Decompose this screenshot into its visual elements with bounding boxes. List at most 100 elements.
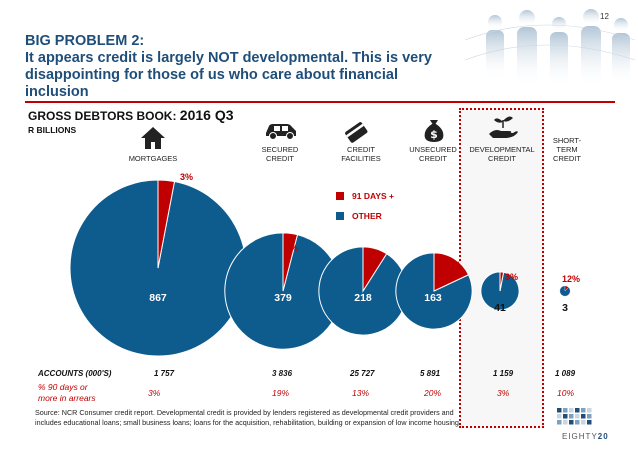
eighty20-logo-text: EIGHTY20 — [562, 432, 609, 441]
arrears-value: 3% — [148, 388, 161, 398]
category-label-line: SHORT- — [552, 136, 582, 145]
source-note: Source: NCR Consumer credit report. Deve… — [35, 408, 505, 428]
logo-square — [575, 414, 580, 419]
page-number: 12 — [600, 12, 609, 21]
category-label-line: TERM — [556, 145, 578, 154]
category-label-credit-facilities: CREDIT FACILITIES — [323, 145, 399, 163]
logo-square — [563, 420, 568, 425]
legend-label-other: OTHER — [352, 211, 382, 221]
arrears-pct-label: 12% — [562, 274, 581, 284]
arrears-value: 10% — [557, 388, 575, 398]
logo-square — [587, 408, 592, 413]
logo-square — [557, 420, 562, 425]
money-bag-icon: $ — [424, 120, 444, 142]
category-label-line: FACILITIES — [341, 154, 381, 163]
title-line-4: inclusion — [25, 84, 89, 100]
pie-slice-arrears — [362, 246, 388, 293]
logo-square — [587, 420, 592, 425]
category-label-line: CREDIT — [488, 154, 516, 163]
logo-square — [587, 414, 592, 419]
house-icon — [141, 127, 165, 149]
source-line: includes educational loans; small busine… — [35, 418, 459, 427]
logo-square — [575, 408, 580, 413]
logo-word: EIGHTY — [562, 432, 598, 441]
pie-slice-arrears — [433, 252, 470, 292]
arrears-row-label: % 90 days or more in arrears — [38, 382, 96, 404]
title-divider — [25, 101, 615, 103]
slide-title: BIG PROBLEM 2: It appears credit is larg… — [25, 33, 465, 101]
arrears-pct-label: 4% — [285, 243, 299, 253]
pie-total-label: 163 — [424, 292, 442, 304]
logo-square — [581, 420, 586, 425]
unit-label: R BILLIONS — [28, 125, 77, 135]
accounts-value: 1 159 — [493, 369, 514, 378]
pie-slice-arrears — [157, 179, 176, 269]
arrears-value: 20% — [424, 388, 442, 398]
category-label-line: MORTGAGES — [128, 154, 178, 163]
pie-slice-arrears — [499, 271, 505, 292]
pie-total-label: 379 — [274, 292, 292, 304]
category-label-line: CREDIT — [553, 154, 581, 163]
eighty20-logo-mark — [557, 408, 592, 425]
car-icon — [266, 124, 296, 140]
arrears-value: 3% — [497, 388, 510, 398]
pie-charts — [69, 179, 571, 357]
subtitle-period: 2016 Q3 — [179, 107, 234, 123]
pie-total-label: 867 — [149, 292, 167, 304]
subtitle-main: GROSS DEBTORS BOOK: — [28, 109, 180, 123]
category-label-line: CREDIT — [419, 154, 447, 163]
logo-square — [581, 408, 586, 413]
accounts-value: 1 757 — [154, 369, 175, 378]
accounts-value: 25 727 — [350, 369, 375, 378]
category-label-line: CREDIT — [347, 145, 375, 154]
title-line-2: It appears credit is largely NOT develop… — [25, 50, 432, 66]
pie-slice-arrears — [282, 232, 299, 292]
logo-number: 20 — [597, 432, 609, 441]
accounts-value: 5 891 — [420, 369, 441, 378]
category-label-line: SECURED — [261, 145, 299, 154]
logo-square — [569, 420, 574, 425]
category-label-line: UNSECURED — [409, 145, 457, 154]
pie-slice-arrears — [564, 285, 569, 292]
logo-square — [557, 414, 562, 419]
category-label-unsecured-credit: UNSECURED CREDIT — [395, 145, 471, 163]
category-label-secured-credit: SECURED CREDIT — [242, 145, 318, 163]
arrears-pct-label: 9% — [364, 251, 378, 261]
pie-total-label: 3 — [562, 302, 568, 314]
title-line-3: disappointing for those of us who care a… — [25, 67, 398, 83]
logo-square — [557, 408, 562, 413]
arrears-row-label-line: % 90 days or — [38, 382, 88, 392]
arrears-pct-label: 3% — [180, 172, 194, 182]
developmental-credit-highlight — [459, 108, 544, 428]
svg-text:$: $ — [430, 128, 438, 141]
business-people-silhouette-image — [464, 9, 636, 88]
logo-square — [569, 408, 574, 413]
arrears-row-label-line: more in arrears — [38, 393, 96, 403]
category-label-line: CREDIT — [266, 154, 294, 163]
accounts-value: 1 089 — [555, 369, 576, 378]
arrears-pct-label: 18% — [443, 260, 462, 270]
category-label-developmental-credit: DEVELOPMENTAL CREDIT — [464, 145, 540, 163]
arrears-pct-label: 3% — [505, 272, 519, 282]
legend-swatch-other — [336, 212, 344, 220]
logo-square — [581, 414, 586, 419]
pie-total-label: 41 — [494, 302, 506, 314]
logo-square — [569, 414, 574, 419]
credit-card-icon — [345, 122, 368, 143]
logo-square — [575, 420, 580, 425]
category-label-short-term-credit: SHORT- TERM CREDIT — [529, 136, 605, 163]
title-line-1: BIG PROBLEM 2: — [25, 33, 145, 49]
category-label-mortgages: MORTGAGES — [115, 154, 191, 163]
source-line: Source: NCR Consumer credit report. Deve… — [35, 408, 454, 417]
pie-total-label: 218 — [354, 292, 372, 304]
logo-square — [563, 408, 568, 413]
accounts-value: 3 836 — [272, 369, 293, 378]
legend-label-arrears: 91 DAYS + — [352, 191, 394, 201]
hand-plant-icon — [489, 116, 518, 138]
legend-swatch-arrears — [336, 192, 344, 200]
chart-subtitle: GROSS DEBTORS BOOK: 2016 Q3 — [28, 107, 234, 123]
accounts-row-label: ACCOUNTS (000'S) — [38, 369, 112, 378]
logo-square — [563, 414, 568, 419]
arrears-value: 13% — [352, 388, 370, 398]
category-label-line: DEVELOPMENTAL — [469, 145, 535, 154]
